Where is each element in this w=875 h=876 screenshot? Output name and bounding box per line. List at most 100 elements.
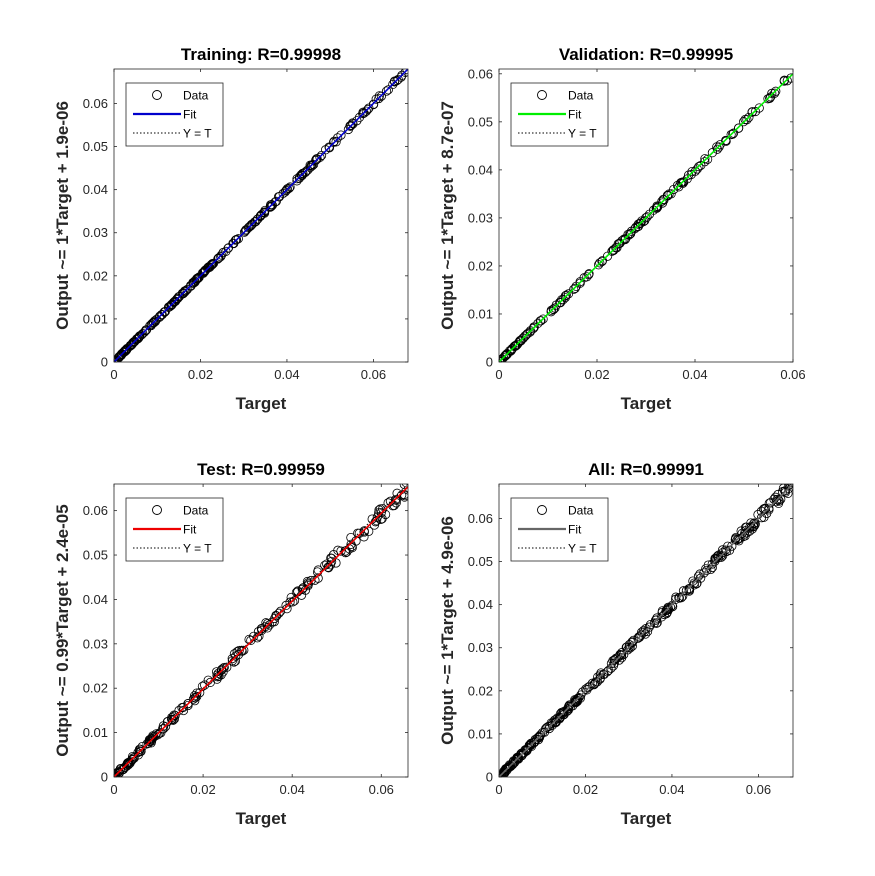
- training-legend-fit-label: Fit: [183, 108, 197, 122]
- all-data-point: [636, 630, 646, 640]
- validation-data-point: [728, 129, 738, 139]
- all-data-point: [617, 648, 627, 658]
- all-data-point: [737, 528, 747, 538]
- validation-x-tick-label: 0.06: [780, 367, 805, 382]
- validation-title: Validation: R=0.99995: [559, 45, 733, 64]
- validation-data-point: [754, 103, 764, 113]
- all-data-point: [576, 690, 586, 700]
- training-x-axis-label: Target: [236, 394, 287, 413]
- all-data-point: [502, 765, 512, 775]
- training-data-point: [239, 227, 250, 237]
- all-data-point: [564, 701, 574, 711]
- all-data-point: [615, 649, 625, 660]
- test-data-point: [323, 563, 334, 573]
- training-data-point: [216, 252, 226, 262]
- validation-data-point: [721, 135, 731, 146]
- test-data-point: [115, 765, 125, 775]
- training-data-point: [191, 274, 202, 284]
- training-legend-data-label: Data: [183, 89, 209, 103]
- validation-data-point: [631, 222, 641, 232]
- test-series-data: [114, 484, 408, 777]
- training-data-point: [206, 261, 216, 271]
- test-data-point: [143, 738, 154, 748]
- training-y-axis-label: Output ~= 1*Target + 1.9e-06: [53, 101, 72, 330]
- test-data-point: [246, 635, 256, 645]
- validation-data-point: [733, 123, 744, 133]
- test-x-tick-label: 0: [110, 782, 117, 797]
- test-data-point: [371, 516, 382, 526]
- all-data-point: [644, 622, 654, 632]
- training-data-point: [134, 332, 144, 342]
- validation-data-point: [707, 148, 718, 158]
- training-title: Training: R=0.99998: [181, 45, 341, 64]
- training-data-point: [117, 349, 127, 359]
- test-data-point: [385, 496, 396, 506]
- training-y-tick-label: 0.01: [83, 311, 108, 326]
- training-data-point: [361, 106, 371, 116]
- all-data-point: [661, 605, 671, 616]
- training-data-point: [359, 108, 369, 118]
- test-data-point: [281, 600, 291, 611]
- validation-panel: 0 0.02 0.04 0.06 0 0.01 0.02 0.03 0.04 0.05 0.06 Va…: [438, 45, 806, 413]
- validation-data-point: [779, 75, 789, 85]
- all-data-point: [539, 727, 550, 737]
- all-legend-identity-label: Y = T: [568, 542, 597, 556]
- test-data-point: [327, 556, 337, 567]
- validation-data-point: [570, 283, 580, 293]
- all-legend-fit-label: Fit: [568, 523, 582, 537]
- training-data-point: [336, 130, 346, 140]
- test-legend-data-label: Data: [183, 504, 209, 518]
- all-data-point: [702, 565, 712, 576]
- validation-data-point: [609, 245, 619, 255]
- training-data-point: [281, 185, 291, 196]
- validation-data-point: [700, 154, 710, 164]
- validation-data-point: [712, 142, 722, 152]
- test-data-point: [192, 688, 202, 698]
- all-data-point: [693, 571, 704, 581]
- validation-data-point: [640, 215, 650, 226]
- validation-legend-fit-label: Fit: [568, 108, 582, 122]
- training-data-point: [214, 253, 224, 263]
- validation-y-tick-label: 0.03: [468, 210, 493, 225]
- all-legend: Data Fit Y = T: [510, 497, 609, 562]
- training-data-point: [246, 220, 256, 230]
- all-data-point: [583, 682, 593, 693]
- validation-x-tick-label: 0: [495, 367, 502, 382]
- validation-data-point: [535, 316, 545, 326]
- all-y-tick-label: 0.06: [468, 511, 493, 526]
- training-data-point: [157, 309, 167, 320]
- test-data-point: [163, 717, 173, 727]
- training-data-point: [221, 246, 231, 256]
- training-data-point: [300, 167, 310, 178]
- training-data-point: [131, 335, 141, 345]
- all-data-point: [499, 770, 506, 777]
- validation-data-point: [569, 284, 579, 294]
- training-data-point: [200, 265, 210, 276]
- training-data-point: [270, 197, 280, 207]
- test-data-point: [190, 693, 200, 703]
- training-y-tick-label: 0.06: [83, 96, 108, 111]
- test-y-tick-label: 0.06: [83, 503, 108, 518]
- test-title: Test: R=0.99959: [197, 460, 325, 479]
- training-legend-identity-label: Y = T: [183, 127, 212, 141]
- all-data-point: [627, 641, 637, 651]
- validation-data-point: [595, 258, 605, 268]
- test-y-tick-label: 0.05: [83, 548, 108, 563]
- validation-data-point: [658, 194, 668, 204]
- validation-x-tick-label: 0.04: [682, 367, 707, 382]
- test-data-point: [227, 653, 237, 664]
- test-data-point: [297, 584, 307, 595]
- validation-data-point: [555, 298, 566, 308]
- training-y-tick-label: 0.03: [83, 225, 108, 240]
- training-data-point: [177, 288, 187, 298]
- validation-data-point: [617, 236, 627, 246]
- test-data-point: [222, 662, 232, 672]
- test-data-point: [231, 651, 241, 661]
- validation-data-point: [597, 256, 607, 267]
- test-data-point: [218, 663, 228, 673]
- training-y-tick-label: 0: [101, 355, 108, 370]
- all-data-point: [681, 586, 692, 596]
- all-y-axis-label: Output ~= 1*Target + 4.9e-06: [438, 516, 457, 745]
- test-data-point: [260, 622, 270, 632]
- training-data-point: [192, 273, 202, 283]
